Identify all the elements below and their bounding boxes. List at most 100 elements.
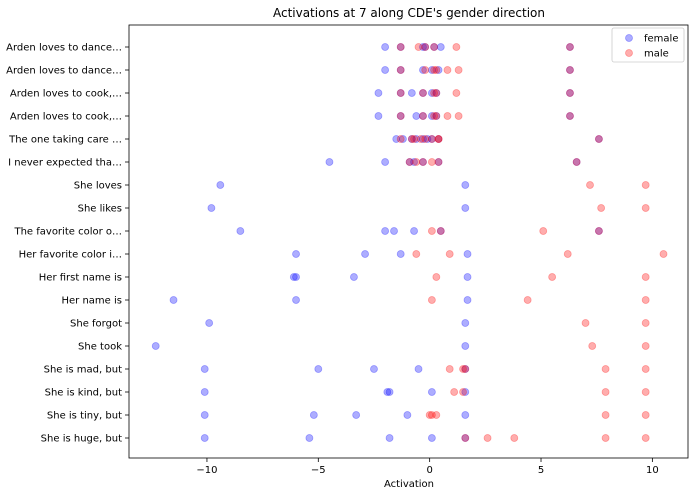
- female-point: [434, 135, 443, 143]
- y-tick-labels: Arden loves to dance… Arden loves to danc…: [6, 43, 129, 445]
- male-point: [407, 135, 416, 143]
- x-axis: −10 −5 0 5 10: [196, 458, 659, 476]
- female-point: [305, 434, 314, 442]
- male-point: [430, 112, 439, 120]
- male-point: [412, 158, 421, 166]
- male-point: [443, 112, 452, 120]
- female-point: [385, 434, 394, 442]
- y-tick-label: I never expected tha…: [8, 158, 122, 169]
- female-point: [436, 43, 445, 51]
- male-point: [566, 112, 574, 120]
- female-point: [436, 227, 445, 235]
- male-point: [421, 135, 430, 143]
- legend-box: [611, 27, 685, 63]
- male-point: [445, 250, 454, 258]
- female-point: [461, 365, 470, 373]
- female-point: [169, 296, 178, 304]
- female-point: [200, 434, 209, 442]
- female-point: [414, 365, 423, 373]
- male-point: [419, 112, 427, 120]
- legend-label-male: male: [644, 49, 669, 60]
- female-point: [383, 388, 392, 396]
- female-point: [314, 365, 323, 373]
- male-point: [427, 227, 436, 235]
- male-point: [405, 158, 414, 166]
- male-point: [581, 319, 590, 327]
- male-point: [641, 365, 650, 373]
- female-point: [461, 388, 470, 396]
- male-point: [461, 365, 470, 373]
- y-tick-label: She is huge, but: [41, 434, 122, 445]
- male-point: [412, 250, 421, 258]
- female-point: [292, 273, 300, 281]
- female-point: [412, 112, 421, 120]
- female-point: [236, 227, 245, 235]
- male-point: [452, 89, 461, 97]
- female-point: [463, 273, 472, 281]
- male-point: [396, 66, 405, 74]
- male-point: [641, 411, 650, 419]
- female-point: [205, 319, 214, 327]
- female-point: [396, 66, 405, 74]
- female-point: [381, 43, 390, 51]
- female-point: [396, 112, 405, 120]
- female-point: [427, 434, 436, 442]
- female-point: [403, 411, 412, 419]
- male-point: [410, 135, 418, 143]
- male-point: [459, 365, 467, 373]
- male-point: [425, 411, 434, 419]
- male-point: [461, 434, 470, 442]
- y-tick-label: Arden loves to dance…: [6, 66, 122, 77]
- male-point: [421, 43, 430, 51]
- male-point: [430, 66, 439, 74]
- male-point: [427, 411, 436, 419]
- male-point: [419, 158, 427, 166]
- x-tick-label: −10: [196, 465, 217, 476]
- female-point: [427, 388, 436, 396]
- male-point: [432, 411, 441, 419]
- female-point: [374, 89, 383, 97]
- male-point: [445, 365, 454, 373]
- female-point: [410, 227, 418, 235]
- male-point: [595, 135, 603, 143]
- female-point: [461, 181, 470, 189]
- male-point: [601, 388, 610, 396]
- male-point: [523, 296, 532, 304]
- male-point: [430, 89, 439, 97]
- female-point: [427, 89, 436, 97]
- y-tick-label: Her name is: [62, 296, 123, 307]
- male-point: [430, 43, 439, 51]
- female-point: [370, 365, 378, 373]
- male-point: [483, 434, 492, 442]
- male-point: [597, 204, 606, 212]
- female-point: [399, 135, 407, 143]
- female-point: [566, 89, 574, 97]
- data-points: [151, 43, 668, 442]
- female-point: [430, 43, 439, 51]
- female-point: [463, 296, 472, 304]
- female-point: [423, 135, 432, 143]
- male-point: [432, 89, 441, 97]
- female-point: [427, 112, 436, 120]
- female-point: [419, 89, 427, 97]
- male-point: [452, 43, 461, 51]
- female-point: [566, 112, 574, 120]
- male-point: [601, 434, 610, 442]
- male-point: [566, 66, 574, 74]
- male-point: [432, 66, 441, 74]
- female-point: [292, 250, 300, 258]
- chart-title: Activations at 7 along CDE's gender dire…: [273, 6, 545, 20]
- male-point: [434, 135, 443, 143]
- male-point: [586, 181, 594, 189]
- female-point: [385, 388, 394, 396]
- male-point: [572, 158, 581, 166]
- y-tick-label: Arden loves to cook,…: [10, 89, 122, 100]
- male-point: [419, 89, 427, 97]
- male-point: [566, 43, 574, 51]
- y-tick-label: She is mad, but: [44, 365, 122, 376]
- male-point: [459, 388, 467, 396]
- y-tick-label: She is kind, but: [45, 388, 122, 399]
- x-tick-label: −5: [311, 465, 326, 476]
- female-point: [572, 158, 581, 166]
- female-point: [381, 66, 390, 74]
